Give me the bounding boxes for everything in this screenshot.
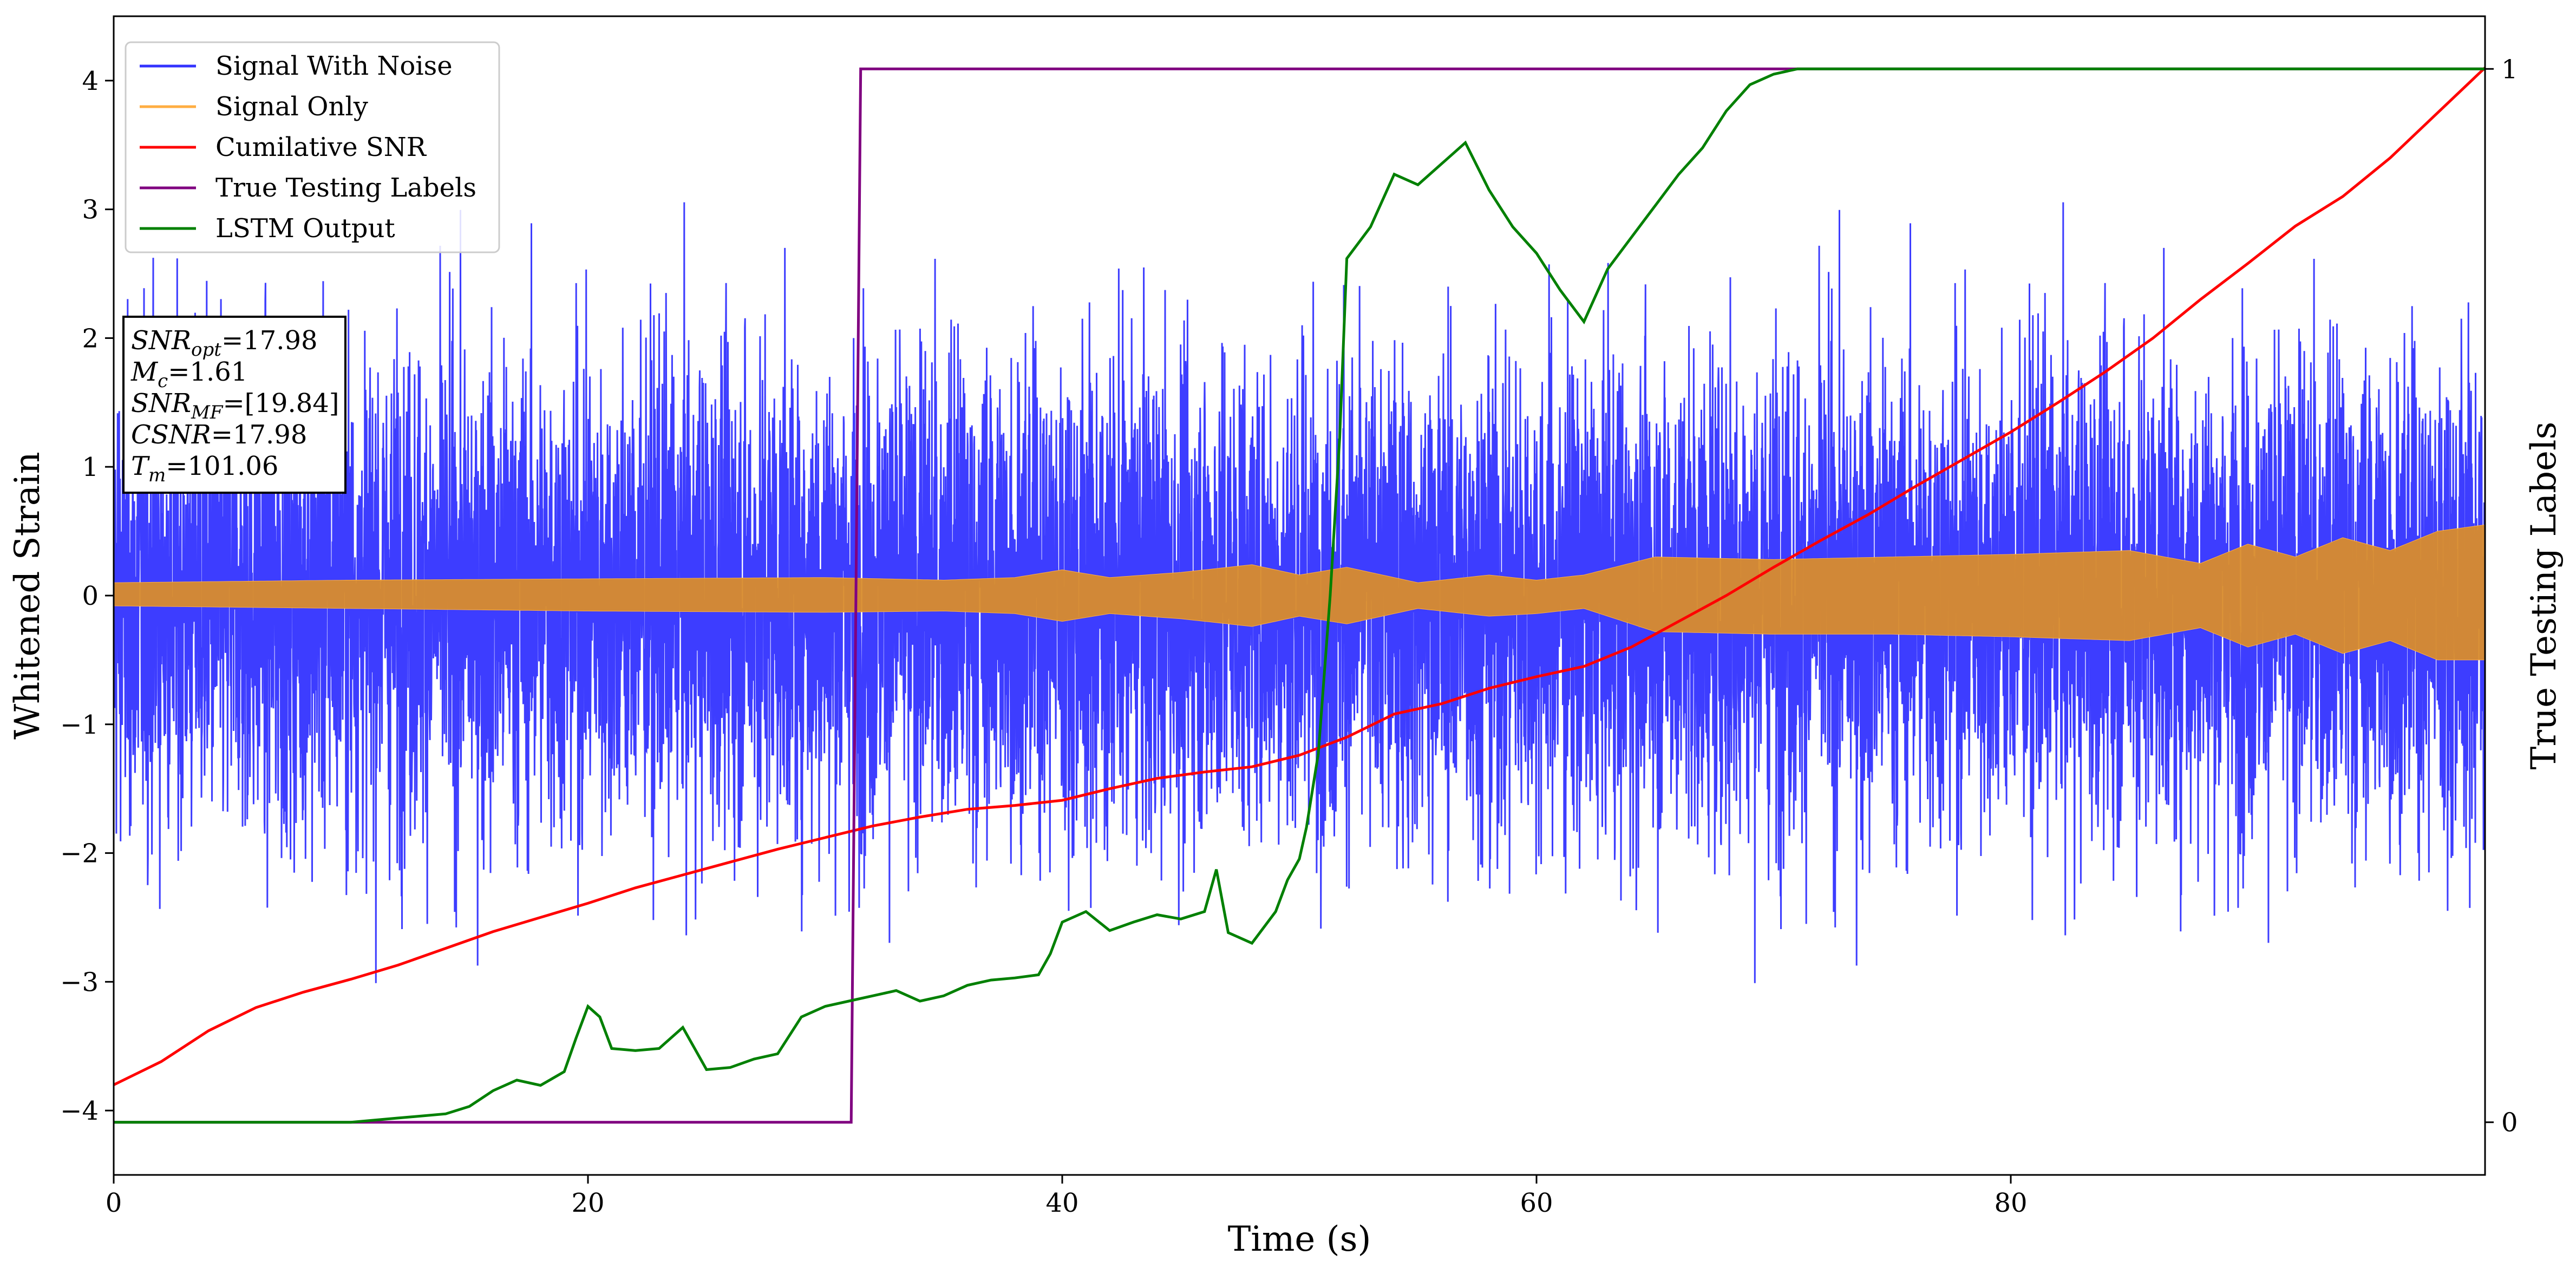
- series-signal-with-noise: [114, 202, 2485, 983]
- series-layer: [114, 67, 2485, 1124]
- y-right-tick-label: 1: [2501, 54, 2518, 84]
- y-axis-right-label: True Testing Labels: [2524, 422, 2564, 770]
- x-tick-label: 0: [106, 1188, 122, 1218]
- y-left-tick-label: 4: [82, 66, 99, 96]
- y-left-tick-label: 0: [82, 581, 99, 611]
- legend-label-cumilative-snr: Cumilative SNR: [215, 132, 427, 162]
- y-left-tick-label: −1: [60, 710, 99, 740]
- legend-label-true-testing-labels: True Testing Labels: [215, 173, 476, 203]
- y-axis-left: −4 −3 −2 −1 0 1 2 3 4: [60, 66, 114, 1126]
- annotation-line: SNRopt=17.98: [131, 325, 318, 361]
- series-cumilative-snr: [114, 67, 2485, 1086]
- x-tick-label: 40: [1045, 1188, 1078, 1218]
- x-tick-label: 80: [1994, 1188, 2027, 1218]
- x-tick-label: 60: [1520, 1188, 1553, 1218]
- x-axis: 0 20 40 60 80: [106, 1175, 2028, 1218]
- legend: Signal With Noise Signal Only Cumilative S…: [125, 41, 500, 253]
- y-right-tick-label: 0: [2501, 1108, 2518, 1138]
- annotation-line: Tm=101.06: [131, 451, 278, 486]
- annotation-line: CSNR=17.98: [131, 420, 307, 450]
- y-axis-left-label: Whitened Strain: [8, 452, 48, 739]
- y-left-tick-label: 2: [82, 323, 99, 354]
- x-axis-label: Time (s): [1228, 1219, 1371, 1259]
- legend-label-signal-with-noise: Signal With Noise: [215, 51, 453, 81]
- series-signal-only: [114, 524, 2485, 661]
- y-left-tick-label: −3: [60, 967, 99, 997]
- legend-label-signal-only: Signal Only: [215, 92, 368, 122]
- y-left-tick-label: 1: [82, 452, 99, 482]
- annotation-frame: [122, 316, 346, 494]
- y-left-tick-label: −2: [60, 839, 99, 869]
- annotation-box: SNRopt=17.98Mc=1.61SNRMF=[19.84]CSNR=17.…: [122, 316, 346, 494]
- y-left-tick-label: −4: [60, 1096, 99, 1126]
- series-lstm-output: [114, 67, 2485, 1124]
- annotation-line: Mc=1.61: [130, 357, 247, 392]
- annotation-line: SNRMF=[19.84]: [131, 388, 339, 423]
- y-axis-right: 01: [2485, 54, 2518, 1138]
- y-left-tick-label: 3: [82, 195, 99, 225]
- series-true-testing-labels: [114, 67, 2485, 1124]
- legend-label-lstm-output: LSTM Output: [215, 213, 395, 244]
- x-tick-label: 20: [571, 1188, 604, 1218]
- legend-frame: [125, 41, 500, 253]
